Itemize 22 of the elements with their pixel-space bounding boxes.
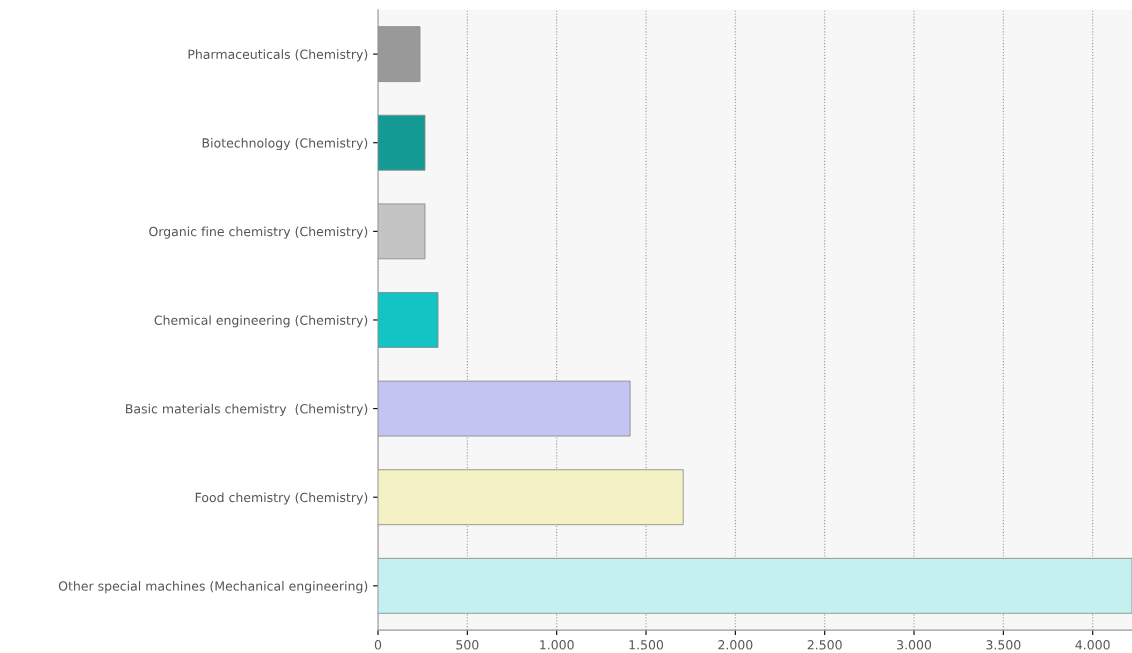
x-tick-label: 1.000 — [540, 640, 574, 650]
y-tick-label: Biotechnology (Chemistry) — [202, 137, 368, 151]
bar — [378, 380, 631, 437]
bar — [378, 557, 1132, 614]
y-tick-label: Other special machines (Mechanical engineering) — [58, 581, 368, 594]
x-tick-label: 0 — [374, 640, 382, 650]
y-tick-label: Basic materials chemistry (Chemistry) — [126, 403, 368, 416]
bar — [378, 203, 426, 260]
x-tick-label: 3.000 — [897, 640, 932, 650]
x-tick-label: 500 — [456, 640, 479, 650]
x-tick-label: 4.000 — [1075, 640, 1110, 650]
y-tick-label: Organic fine chemistry (Chemistry) — [149, 226, 368, 239]
x-tick-label: 2.500 — [807, 640, 842, 650]
bar — [378, 469, 684, 526]
bar — [378, 114, 426, 171]
y-tick-label: Pharmaceuticals (Chemistry) — [188, 49, 368, 62]
x-tick-label: 1.500 — [629, 640, 664, 650]
x-tick-label: 2.000 — [718, 640, 753, 650]
bar — [378, 292, 439, 348]
y-tick-label: Chemical engineering (Chemistry) — [154, 315, 368, 328]
x-tick-label: 3.500 — [986, 640, 1021, 650]
y-tick-label: Food chemistry (Chemistry) — [195, 492, 368, 505]
